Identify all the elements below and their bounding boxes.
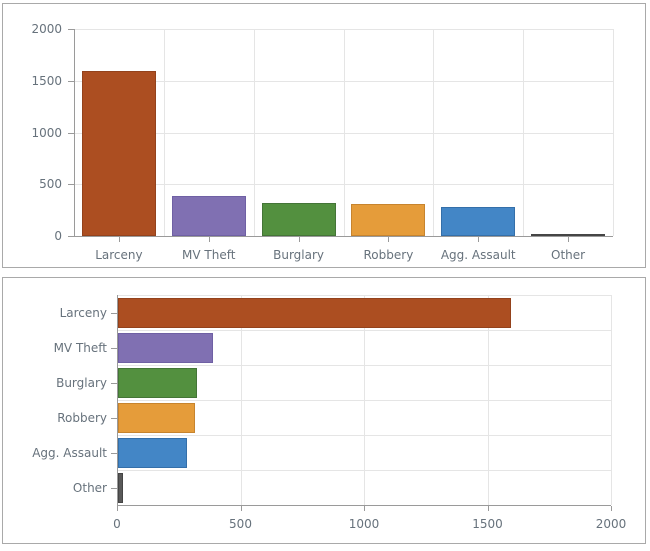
y-axis-tick-mark	[68, 132, 74, 134]
x-axis-tick-label: 0	[113, 517, 121, 531]
category-label-burglary: Burglary	[56, 375, 107, 390]
x-axis-tick-mark	[117, 506, 118, 511]
y-axis-tick-mark	[68, 236, 74, 237]
x-axis-tick-mark	[478, 237, 480, 242]
y-axis-tick-label: 2000	[31, 22, 62, 36]
y-axis-line	[117, 295, 118, 505]
y-axis-tick-label: 1500	[31, 73, 62, 88]
category-label-robbery: Robbery	[363, 248, 414, 262]
gridline-vertical	[613, 29, 614, 236]
x-axis-tick-label: 2000	[595, 517, 627, 531]
bar-agg-assault	[441, 207, 516, 236]
x-axis-tick-mark	[487, 506, 489, 511]
gridline-horizontal	[117, 295, 611, 296]
x-axis-tick-mark	[611, 506, 612, 511]
x-axis-tick-label: 1500	[472, 517, 503, 531]
gridline-vertical	[433, 29, 435, 236]
gridline-horizontal	[117, 470, 611, 471]
x-axis-line	[117, 505, 611, 506]
horizontal-bar-chart-panel: Larceny MV Theft Burglary Robbery Agg. Assau…	[2, 277, 646, 544]
bar-robbery	[118, 402, 195, 433]
y-axis-tick-mark	[111, 347, 117, 349]
x-axis-tick-mark	[118, 237, 120, 242]
vertical-bar-chart-panel: 0 500 1000 1500 2000 Larceny MV Theft Burglary R…	[2, 3, 646, 268]
x-axis-tick-mark	[208, 237, 210, 242]
x-axis-tick-mark	[568, 237, 570, 242]
x-axis-tick-mark	[240, 506, 242, 511]
category-label-agg-assault: Agg. Assault	[32, 445, 107, 460]
gridline-horizontal	[117, 435, 611, 436]
x-axis-tick-mark	[298, 237, 300, 242]
y-axis-tick-label: 1000	[31, 125, 62, 140]
category-label-mv-theft: MV Theft	[53, 340, 107, 355]
x-axis-tick-mark	[388, 237, 390, 242]
y-axis-tick-mark	[111, 382, 117, 384]
category-label-agg-assault: Agg. Assault	[440, 248, 516, 262]
bar-larceny	[81, 71, 156, 236]
y-axis-tick-mark	[111, 452, 117, 454]
bar-mv-theft	[118, 332, 214, 363]
x-axis-tick-mark	[364, 506, 365, 511]
y-axis-tick-label: 500	[39, 177, 62, 192]
x-axis-tick-label: 500	[229, 517, 252, 531]
category-label-other: Other	[551, 248, 586, 262]
y-axis-tick-label: 0	[54, 229, 62, 243]
bar-larceny	[118, 297, 511, 328]
y-axis-tick-mark	[111, 312, 117, 314]
bar-burglary	[261, 202, 336, 236]
gridline-horizontal	[117, 400, 611, 401]
bar-mv-theft	[171, 196, 246, 236]
y-axis-tick-mark	[68, 80, 74, 82]
y-axis-tick-mark	[68, 29, 74, 30]
bar-burglary	[118, 367, 198, 398]
gridline-vertical	[343, 29, 345, 236]
category-label-other: Other	[72, 480, 107, 495]
x-axis-tick-label: 1000	[348, 517, 380, 531]
gridline-horizontal	[117, 330, 611, 331]
y-axis-tick-mark	[111, 417, 117, 419]
y-axis-line	[74, 29, 75, 236]
category-label-larceny: Larceny	[59, 305, 107, 320]
category-label-mv-theft: MV Theft	[182, 248, 236, 262]
bar-other	[531, 233, 606, 236]
gridline-vertical	[253, 29, 255, 236]
category-label-burglary: Burglary	[273, 248, 325, 262]
gridline-horizontal	[117, 365, 611, 366]
y-axis-tick-mark	[68, 184, 74, 186]
x-axis-line	[74, 236, 613, 237]
category-label-larceny: Larceny	[95, 248, 143, 262]
category-label-robbery: Robbery	[57, 410, 107, 425]
gridline-vertical	[611, 295, 612, 505]
bar-robbery	[351, 203, 426, 236]
bar-agg-assault	[118, 437, 188, 468]
y-axis-tick-mark	[111, 487, 117, 489]
bar-other	[118, 472, 123, 503]
gridline-vertical	[523, 29, 525, 236]
gridline-vertical	[163, 29, 165, 236]
